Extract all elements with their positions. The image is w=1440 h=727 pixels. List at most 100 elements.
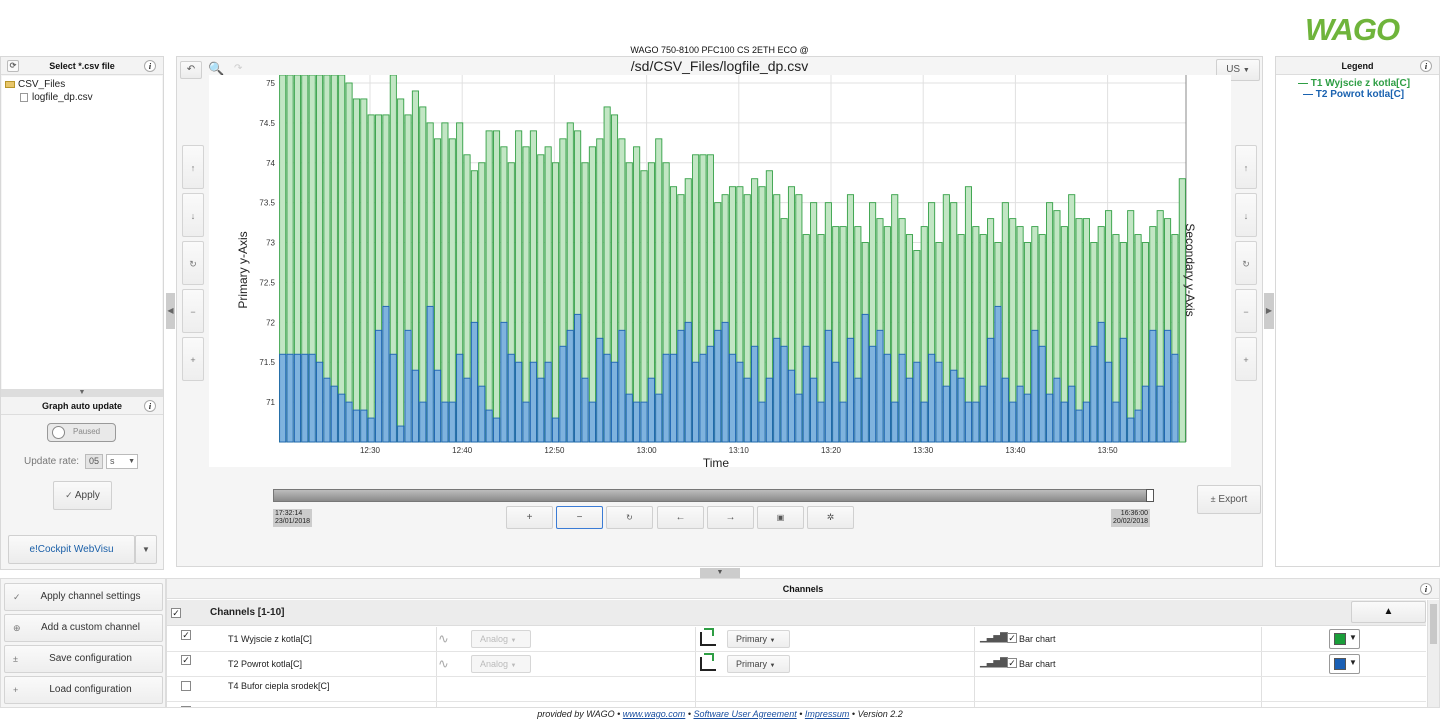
legend-item[interactable]: — T2 Powrot kotla[C] <box>1303 89 1405 100</box>
bar-t1 <box>448 138 456 443</box>
bar-t2 <box>935 361 943 443</box>
collapse-right-panel-tab[interactable]: ▶ <box>1264 293 1274 329</box>
collapse-file-panel-handle[interactable]: ▼ <box>1 389 163 397</box>
check-icon: ✓ <box>65 490 73 500</box>
pan-down-right-button[interactable]: ↓ <box>1235 193 1257 237</box>
auto-update-title: Graph auto update <box>41 401 122 411</box>
load-configuration-button[interactable]: + Load configuration <box>4 676 163 704</box>
collapse-group-button[interactable]: ▲ <box>1351 601 1426 623</box>
add-custom-channel-button[interactable]: ⊕ Add a custom channel <box>4 614 163 642</box>
channel-checkbox[interactable] <box>181 706 191 707</box>
bar-t2 <box>832 361 840 443</box>
channel-type-select[interactable]: Analog ▼ <box>471 655 531 673</box>
y-tick-label: 72.5 <box>259 278 275 287</box>
collapse-bottom-panel-handle[interactable]: ▼ <box>700 568 740 578</box>
range-zoom-in-button[interactable]: + <box>506 506 553 529</box>
axis-select[interactable]: Primary ▼ <box>727 655 790 673</box>
update-rate-unit-select[interactable]: s ▼ <box>106 454 138 469</box>
scrollbar-thumb[interactable] <box>1430 604 1437 644</box>
reset-left-axis-button[interactable]: ↻ <box>182 241 204 285</box>
bar-chart[interactable]: 75 74.5 74 73.5 73 72.5 72 71.5 71 12:30 12:40 12:5… <box>209 75 1231 467</box>
x-tick-label: 13:20 <box>821 446 842 455</box>
channel-checkbox[interactable] <box>181 681 191 691</box>
timeline-slider[interactable] <box>273 489 1154 502</box>
range-zoom-out-button[interactable]: − <box>556 506 603 529</box>
bar-t2 <box>1053 377 1061 443</box>
bar-t1 <box>397 98 405 443</box>
undo-zoom-button[interactable]: ↶ <box>180 61 202 79</box>
tree-file[interactable]: logfile_dp.csv <box>20 92 93 103</box>
auto-update-toggle[interactable]: Paused <box>47 423 116 442</box>
bar-t2 <box>338 393 346 443</box>
zoom-in-right-axis-button[interactable]: + <box>1235 337 1257 381</box>
apply-update-button[interactable]: ✓ Apply <box>53 481 112 510</box>
info-icon[interactable]: i <box>1420 583 1432 595</box>
channel-color-picker[interactable]: ▼ <box>1329 629 1360 649</box>
x-tick-label: 13:30 <box>913 446 934 455</box>
bar-t2 <box>478 385 486 443</box>
collapse-left-panel-tab[interactable]: ◀ <box>166 293 175 329</box>
pan-up-left-button[interactable]: ↑ <box>182 145 204 189</box>
scrollbar[interactable] <box>1427 600 1439 707</box>
bar-t2 <box>330 385 338 443</box>
bar-t2 <box>883 353 891 443</box>
range-settings-button[interactable]: ✲ <box>807 506 854 529</box>
legend-item[interactable]: — T1 Wyjscie z kotla[C] <box>1298 78 1411 89</box>
zoom-icon[interactable]: 🔍 <box>208 61 225 76</box>
info-icon[interactable]: i <box>144 60 156 72</box>
x-tick-label: 12:50 <box>544 446 565 455</box>
bar-chart-checkbox[interactable]: ✓ <box>1007 658 1017 668</box>
range-prev-button[interactable]: ← <box>657 506 704 529</box>
range-next-button[interactable]: → <box>707 506 754 529</box>
bar-t2 <box>382 305 390 443</box>
zoom-in-left-axis-button[interactable]: + <box>182 337 204 381</box>
update-rate-input[interactable]: 05 <box>85 454 103 469</box>
range-reset-button[interactable]: ↻ <box>606 506 653 529</box>
refresh-icon[interactable]: ⟳ <box>7 60 19 72</box>
chart-area[interactable]: 75 74.5 74 73.5 73 72.5 72 71.5 71 12:30 12:40 12:5… <box>209 75 1231 467</box>
range-calendar-button[interactable]: ▣ <box>757 506 804 529</box>
pan-down-left-button[interactable]: ↓ <box>182 193 204 237</box>
bar-t2 <box>780 345 788 443</box>
webvisu-dropdown-button[interactable]: ▼ <box>135 535 157 564</box>
footer-agreement-link[interactable]: Software User Agreement <box>693 709 797 719</box>
reset-icon: ↻ <box>626 513 633 522</box>
chart-panel: WAGO 750-8100 PFC100 CS 2ETH ECO @ /sd/C… <box>176 45 1263 567</box>
channel-checkbox[interactable]: ✓ <box>181 630 191 640</box>
channel-row: ✓ T2 Powrot kotla[C] ∿ Analog ▼ Primary ▼ ▁▃▅… <box>167 652 1426 677</box>
info-icon[interactable]: i <box>144 400 156 412</box>
channel-checkbox[interactable]: ✓ <box>181 655 191 665</box>
bar-t2 <box>551 417 560 443</box>
apply-channel-settings-label: Apply channel settings <box>40 591 141 602</box>
save-configuration-button[interactable]: ± Save configuration <box>4 645 163 673</box>
bar-t2 <box>426 305 434 443</box>
tree-folder[interactable]: CSV_Files <box>5 79 65 90</box>
group-checkbox[interactable]: ✓ <box>171 608 181 618</box>
bar-t2 <box>375 329 383 443</box>
slider-handle-right[interactable] <box>1146 489 1154 502</box>
bar-t2 <box>1016 385 1024 443</box>
bar-t2 <box>979 385 987 443</box>
export-button[interactable]: ± Export <box>1197 485 1261 514</box>
bar-t2 <box>301 353 309 443</box>
plus-icon: + <box>190 355 196 365</box>
bar-t2 <box>920 401 928 443</box>
webvisu-button[interactable]: e!Cockpit WebVisu <box>8 535 135 564</box>
legend-title: Legend <box>1341 61 1374 71</box>
channel-color-picker[interactable]: ▼ <box>1329 654 1360 674</box>
bar-t2 <box>1031 329 1039 443</box>
redo-zoom-icon[interactable]: ↷ <box>234 63 243 74</box>
bar-t2 <box>810 377 818 443</box>
footer-impressum-link[interactable]: Impressum <box>804 709 850 719</box>
reset-right-axis-button[interactable]: ↻ <box>1235 241 1257 285</box>
info-icon[interactable]: i <box>1420 60 1432 72</box>
apply-channel-settings-button[interactable]: ✓ Apply channel settings <box>4 583 163 611</box>
arrow-right-icon: → <box>725 512 736 523</box>
axis-select[interactable]: Primary ▼ <box>727 630 790 648</box>
zoom-out-right-axis-button[interactable]: − <box>1235 289 1257 333</box>
pan-up-right-button[interactable]: ↑ <box>1235 145 1257 189</box>
zoom-out-left-axis-button[interactable]: − <box>182 289 204 333</box>
bar-chart-checkbox[interactable]: ✓ <box>1007 633 1017 643</box>
channel-type-select[interactable]: Analog ▼ <box>471 630 531 648</box>
footer-site-link[interactable]: www.wago.com <box>622 709 686 719</box>
